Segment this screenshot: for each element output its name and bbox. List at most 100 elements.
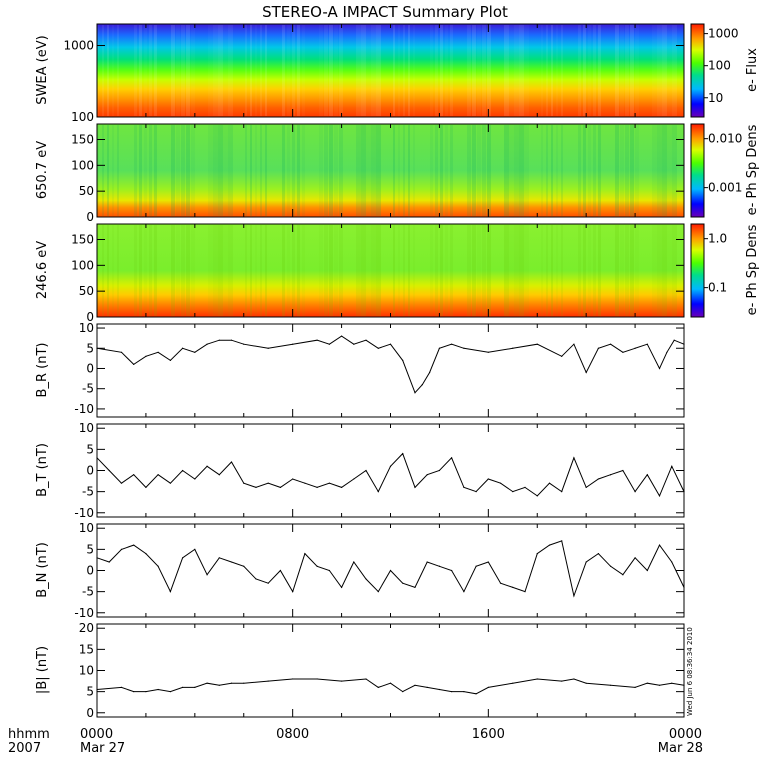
- y-tick-label: 5: [86, 442, 94, 456]
- data-point: [524, 591, 526, 593]
- data-point: [255, 486, 257, 489]
- texture-streak: [667, 25, 672, 116]
- data-point: [561, 355, 563, 357]
- texture-streak: [450, 225, 453, 316]
- data-point: [426, 686, 428, 689]
- y-tick-label: 5: [86, 341, 94, 355]
- texture-streak: [361, 125, 366, 216]
- texture-streak: [593, 25, 596, 116]
- data-point: [487, 478, 489, 480]
- texture-streak: [487, 225, 491, 316]
- data-point: [316, 339, 318, 341]
- y-tick-label: 0: [86, 361, 94, 375]
- texture-streak: [213, 125, 218, 216]
- texture-streak: [615, 25, 619, 116]
- texture-streak: [144, 25, 147, 116]
- data-point: [108, 561, 110, 563]
- data-point: [402, 582, 404, 584]
- data-point: [610, 343, 612, 345]
- texture-streak: [213, 25, 218, 116]
- texture-streak: [361, 225, 366, 316]
- y-tick-label: 10: [79, 421, 94, 435]
- data-point: [421, 384, 423, 386]
- texture-streak: [413, 225, 415, 316]
- data-point: [182, 557, 184, 559]
- data-point: [463, 591, 465, 593]
- texture-streak: [652, 125, 657, 216]
- texture-streak: [356, 25, 361, 116]
- data-point: [610, 565, 612, 567]
- texture-streak: [334, 25, 338, 116]
- data-point: [328, 343, 330, 345]
- texture-streak: [593, 225, 596, 316]
- y-tick-label: 10: [79, 664, 94, 678]
- texture-streak: [287, 225, 290, 316]
- texture-streak: [398, 125, 400, 216]
- data-point: [429, 371, 431, 374]
- texture-streak: [134, 25, 137, 116]
- data-point: [365, 678, 367, 680]
- texture-streak: [620, 225, 624, 316]
- texture-streak: [482, 25, 486, 116]
- texture-streak: [107, 25, 109, 116]
- texture-streak: [578, 125, 581, 216]
- texture-streak: [265, 25, 267, 116]
- y-tick-label: 10: [79, 521, 94, 535]
- data-point: [414, 586, 416, 589]
- pad-650-panel: [96, 123, 685, 218]
- texture-streak: [403, 125, 405, 216]
- data-point: [169, 359, 171, 361]
- texture-streak: [524, 25, 529, 116]
- data-point: [267, 482, 269, 484]
- texture-streak: [334, 225, 338, 316]
- texture-streak: [435, 225, 438, 316]
- texture-streak: [440, 25, 443, 116]
- texture-streak: [371, 125, 376, 216]
- texture-streak: [657, 25, 662, 116]
- texture-streak: [97, 225, 99, 316]
- texture-streak: [635, 25, 639, 116]
- texture-streak: [191, 225, 195, 316]
- texture-streak: [376, 125, 381, 216]
- y-tick-label: 50: [79, 284, 94, 298]
- texture-streak: [583, 225, 586, 316]
- texture-streak: [319, 125, 323, 216]
- texture-streak: [186, 225, 190, 316]
- data-point: [169, 482, 171, 484]
- texture-streak: [408, 25, 410, 116]
- y-tick-label: 0: [86, 564, 94, 578]
- texture-streak: [260, 25, 262, 116]
- texture-streak: [551, 25, 553, 116]
- data-point: [304, 482, 306, 484]
- data-point: [194, 548, 196, 550]
- data-point: [597, 478, 599, 480]
- y-tick-label: 15: [79, 642, 94, 656]
- data-point: [292, 343, 294, 345]
- ylabel-swea: SWEA (eV): [35, 35, 50, 104]
- texture-streak: [181, 125, 185, 216]
- texture-streak: [477, 125, 481, 216]
- data-point: [426, 474, 428, 476]
- texture-streak: [630, 225, 634, 316]
- data-point: [292, 678, 294, 680]
- texture-streak: [218, 225, 223, 316]
- data-point: [634, 557, 636, 559]
- data-point: [377, 591, 379, 593]
- pad-246-spectrogram: [97, 224, 684, 317]
- colorbar-650: [690, 123, 705, 218]
- texture-streak: [667, 125, 672, 216]
- texture-streak: [541, 125, 543, 216]
- data-point: [292, 591, 294, 593]
- texture-streak: [186, 125, 190, 216]
- series-layer: [96, 335, 685, 695]
- texture-streak: [139, 125, 142, 216]
- texture-streak: [97, 125, 99, 216]
- data-point: [622, 574, 624, 576]
- data-point: [573, 343, 575, 345]
- texture-streak: [620, 25, 624, 116]
- texture-streak: [477, 225, 481, 316]
- data-point: [157, 351, 159, 353]
- data-point: [658, 544, 661, 546]
- texture-streak: [208, 25, 213, 116]
- data-point: [96, 557, 98, 559]
